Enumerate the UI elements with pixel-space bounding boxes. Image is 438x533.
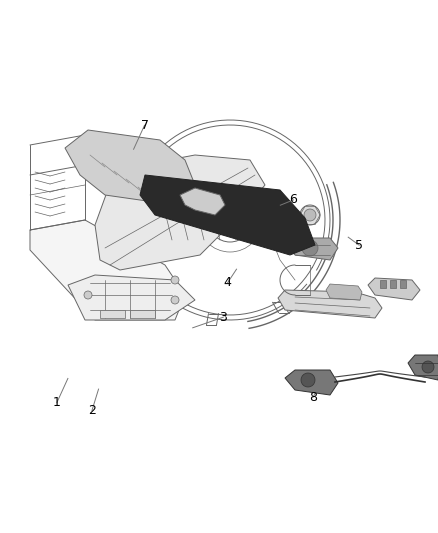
Text: 3: 3 [219,311,227,324]
Circle shape [304,209,316,221]
Polygon shape [65,130,195,205]
Polygon shape [68,275,195,320]
Text: 4: 4 [224,276,232,289]
Polygon shape [140,175,315,255]
Polygon shape [130,310,155,318]
Polygon shape [180,188,225,215]
Text: 8: 8 [309,391,317,403]
Circle shape [84,291,92,299]
Polygon shape [380,280,386,288]
Text: 1: 1 [53,396,61,409]
Text: 2: 2 [88,404,96,417]
Polygon shape [30,220,185,320]
Polygon shape [278,290,382,318]
Circle shape [171,276,179,284]
Polygon shape [95,155,265,270]
Polygon shape [368,278,420,300]
Text: 6: 6 [290,193,297,206]
Polygon shape [288,238,338,260]
Text: 7: 7 [141,119,148,132]
Circle shape [300,205,320,225]
Text: 5: 5 [355,239,363,252]
Polygon shape [400,280,406,288]
Circle shape [171,296,179,304]
Polygon shape [326,284,362,300]
Polygon shape [100,310,125,318]
Circle shape [422,361,434,373]
Polygon shape [408,355,438,380]
Polygon shape [390,280,396,288]
Circle shape [301,373,315,387]
Polygon shape [285,370,338,395]
Circle shape [302,240,318,256]
